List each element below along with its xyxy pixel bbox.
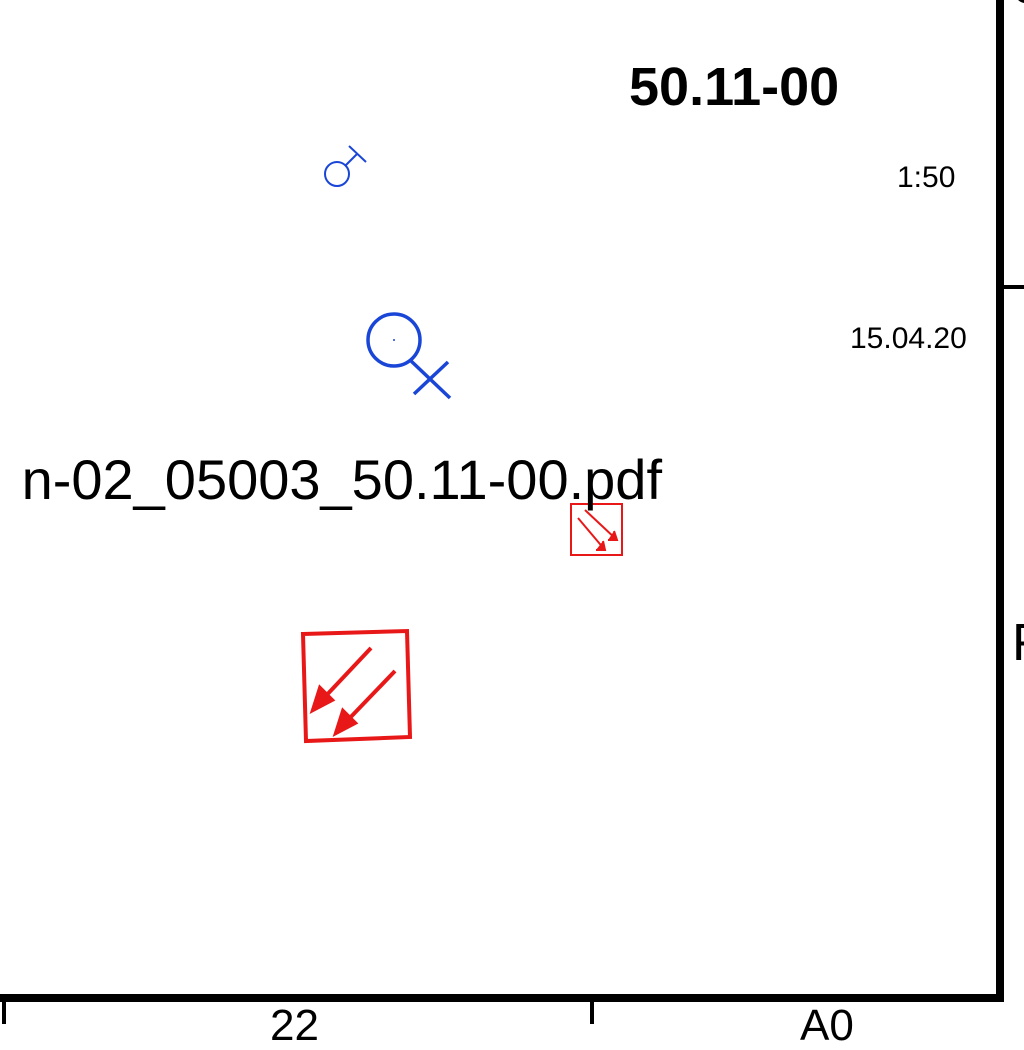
drawing-frame — [0, 0, 1024, 1024]
file-name-label: n-02_05003_50.11-00.pdf — [21, 448, 662, 511]
down-left-arrows-box-icon[interactable] — [570, 503, 623, 556]
date-label: 15.04.20 — [850, 322, 967, 355]
down-left-arrows-box-icon[interactable] — [300, 628, 413, 744]
clipped-text-bottom-1: 22 — [270, 1001, 319, 1050]
female-symbol-dot — [393, 339, 395, 341]
scale-label: 1:50 — [897, 161, 956, 194]
clipped-text-bottom-2: A0 — [800, 1001, 854, 1050]
female-symbol-icon[interactable] — [324, 145, 367, 187]
clipped-letter-right: F — [1012, 617, 1024, 669]
clipped-letter-top: G — [1012, 0, 1024, 10]
female-symbol-icon[interactable] — [366, 312, 452, 400]
drawing-number: 50.11-00 — [629, 57, 840, 117]
